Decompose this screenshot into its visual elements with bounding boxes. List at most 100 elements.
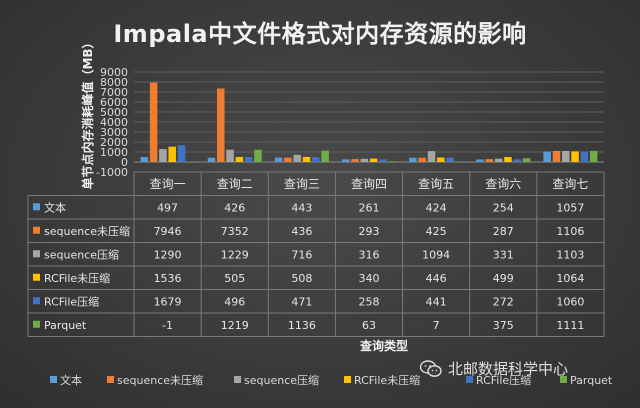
bars [140, 82, 598, 163]
data-label: 316 [359, 248, 380, 261]
legend-label: Parquet [570, 374, 613, 387]
y-tick-label: 4000 [100, 116, 128, 129]
bar [437, 157, 445, 162]
data-label: 254 [493, 201, 514, 214]
data-label: 1679 [154, 295, 182, 308]
bar [552, 150, 561, 162]
legend-label: 文本 [60, 373, 82, 387]
data-label: 340 [359, 272, 380, 285]
series-swatch [33, 250, 40, 258]
data-label: 1106 [556, 225, 584, 238]
category-label: 查询三 [284, 177, 320, 191]
bar [159, 149, 167, 162]
category-label: 查询二 [217, 177, 253, 191]
series-swatch [33, 273, 40, 281]
bar [455, 161, 464, 163]
bar [379, 159, 387, 162]
category-label: 查询七 [552, 177, 588, 191]
legend: 文本 sequence未压缩 sequence压缩 RCFile未压缩 RCFile压缩… [50, 373, 613, 387]
data-label: 497 [157, 201, 178, 214]
x-axis-title: 查询类型 [359, 338, 408, 353]
bar [543, 151, 551, 162]
category-label: 查询五 [418, 177, 454, 191]
bar [312, 157, 320, 162]
bar [187, 162, 195, 163]
y-tick-label: 6000 [100, 96, 128, 109]
category-label: 查询六 [485, 177, 521, 191]
y-tick-label: 3000 [100, 126, 128, 139]
data-label: 258 [359, 295, 380, 308]
bar [360, 158, 369, 162]
data-label: 293 [359, 225, 380, 238]
y-tick-label: 1000 [100, 146, 128, 159]
series-swatch [33, 320, 40, 328]
bar [207, 157, 216, 162]
legend-label: sequence压缩 [244, 374, 319, 387]
bar [562, 150, 570, 162]
data-label: 443 [291, 201, 312, 214]
data-label: 1060 [556, 295, 584, 308]
bar [302, 156, 311, 162]
bar [217, 88, 225, 162]
legend-swatch [560, 376, 567, 383]
data-label: 1219 [221, 319, 249, 332]
data-label: 7946 [154, 225, 182, 238]
data-label: 1136 [288, 319, 316, 332]
series-name: sequence压缩 [44, 248, 119, 261]
legend-swatch [50, 376, 57, 383]
category-label: 查询一 [150, 177, 186, 191]
bar [388, 161, 396, 162]
y-tick-label: 8000 [100, 76, 128, 89]
series-swatch [33, 297, 40, 305]
bar [140, 157, 149, 162]
data-label: 1290 [154, 248, 182, 261]
bar [589, 150, 598, 162]
data-label: 425 [426, 225, 447, 238]
y-tick-label: 9000 [100, 66, 128, 79]
watermark: 北邮数据科学中心 [420, 358, 568, 379]
data-label: 272 [493, 295, 514, 308]
bar [571, 151, 579, 162]
data-label: 1103 [556, 248, 584, 261]
bar [476, 159, 484, 162]
bar [513, 159, 521, 162]
bar [244, 157, 253, 162]
data-label: 7352 [221, 225, 249, 238]
data-label: 424 [426, 201, 447, 214]
y-tick-label: 0 [121, 156, 128, 169]
y-axis-title: 单节点内存消耗峰值（MB） [80, 36, 95, 189]
bar [504, 157, 512, 162]
legend-label: RCFile压缩 [476, 374, 531, 387]
category-label: 查询四 [351, 177, 387, 191]
data-label: 287 [493, 225, 514, 238]
bar [177, 145, 186, 162]
y-tick-label: 5000 [100, 106, 128, 119]
series-swatch [33, 203, 40, 211]
data-label: 436 [291, 225, 312, 238]
data-label: 63 [362, 319, 376, 332]
series-name: 文本 [44, 200, 66, 214]
bar [522, 158, 531, 162]
bar [284, 157, 292, 162]
chart-title: Impala中文件格式对内存资源的影响 [113, 20, 527, 48]
bar [274, 157, 283, 162]
gridlines [134, 71, 604, 173]
watermark-text: 北邮数据科学中心 [448, 360, 569, 378]
bar [427, 151, 436, 162]
bar [168, 146, 176, 162]
data-label: 331 [493, 248, 514, 261]
legend-swatch [466, 376, 473, 383]
bar [409, 157, 417, 162]
bar [446, 157, 454, 162]
data-label: 441 [426, 295, 447, 308]
series-name: RCFile压缩 [44, 295, 99, 308]
data-label: 1057 [556, 201, 584, 214]
y-axis-ticks: -100001000200030004000500060007000800090… [96, 66, 128, 179]
data-label: 716 [291, 248, 312, 261]
legend-label: RCFile未压缩 [354, 374, 420, 387]
bar [369, 158, 378, 162]
bar [494, 158, 503, 162]
data-label: 426 [224, 201, 245, 214]
bar [418, 157, 426, 162]
